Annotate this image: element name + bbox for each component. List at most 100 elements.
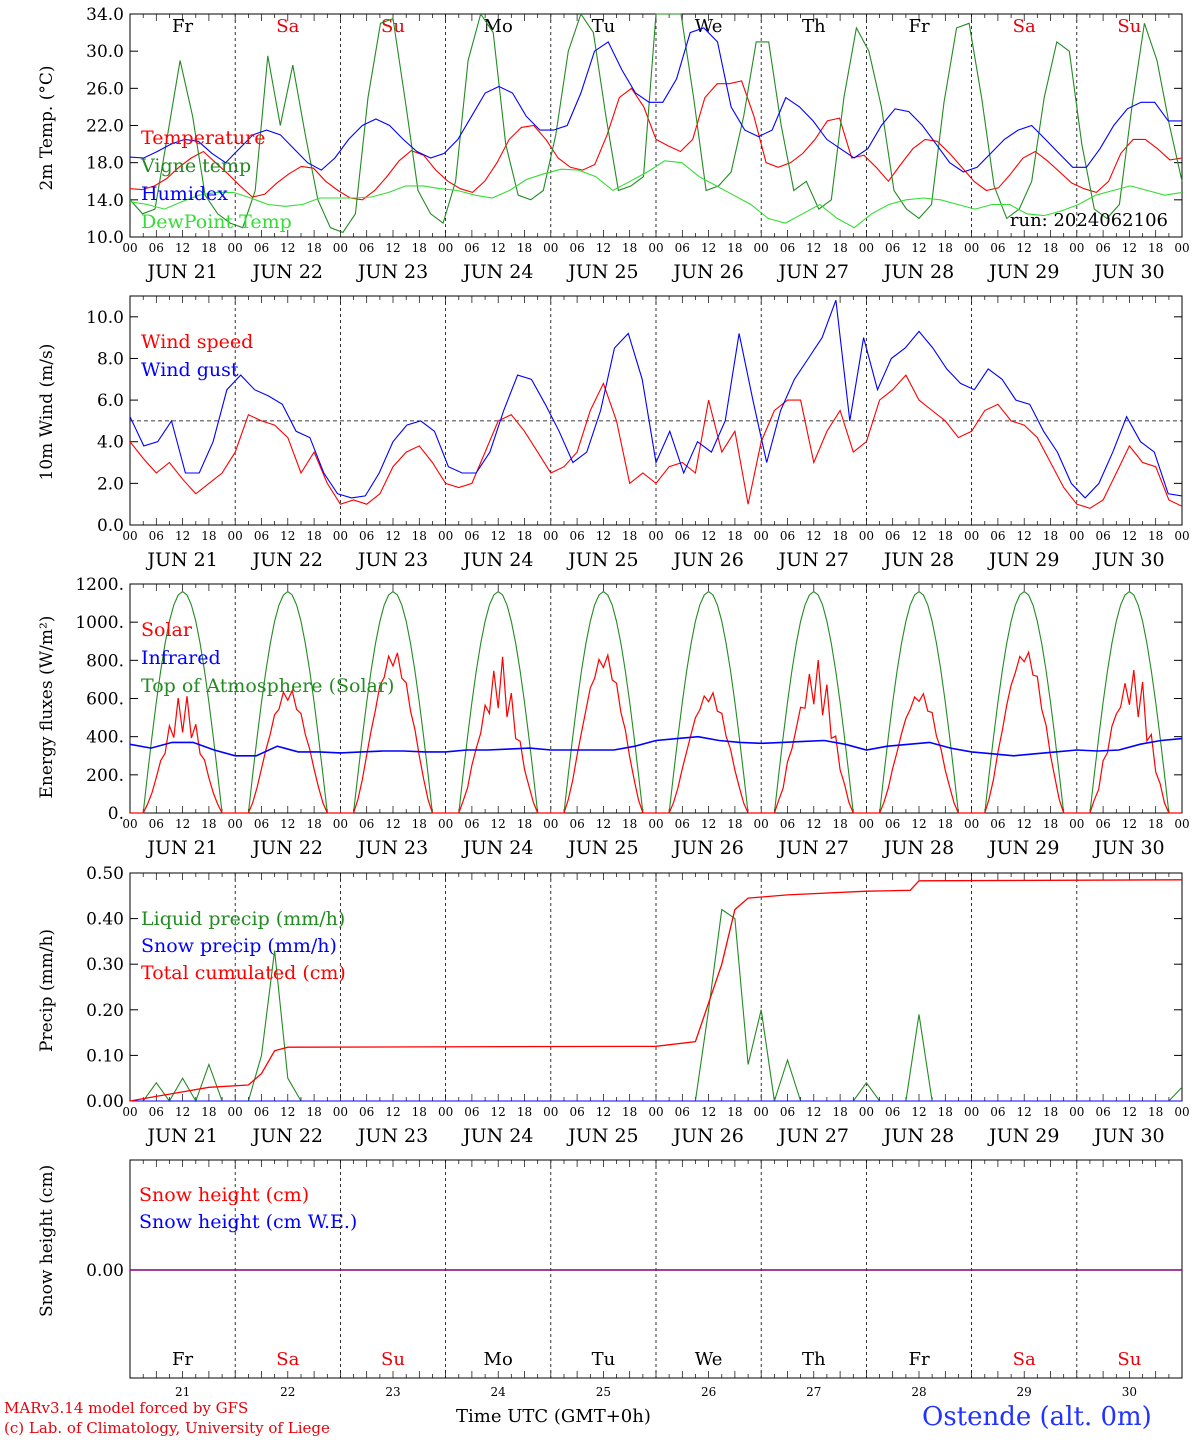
hour-tick-label: 12 xyxy=(385,241,400,255)
weekday-label: Tu xyxy=(592,1349,616,1370)
hour-tick-label: 00 xyxy=(648,817,663,831)
legend-snow-precip-mm-h: Snow precip (mm/h) xyxy=(141,935,337,957)
date-label: JUN 25 xyxy=(566,261,638,283)
hour-tick-label: 00 xyxy=(754,241,769,255)
day-number-label: 25 xyxy=(596,1385,611,1399)
hour-tick-label: 18 xyxy=(201,817,216,831)
hour-tick-label: 18 xyxy=(1148,241,1163,255)
hour-tick-label: 06 xyxy=(885,1105,900,1119)
y-tick-label: 2.0 xyxy=(97,474,124,494)
hour-tick-label: 00 xyxy=(122,529,137,543)
hour-tick-label: 06 xyxy=(1095,529,1110,543)
hour-tick-label: 00 xyxy=(1174,529,1189,543)
hour-tick-label: 12 xyxy=(175,529,190,543)
hour-tick-label: 12 xyxy=(280,1105,295,1119)
y-tick-label: 34.0 xyxy=(86,5,124,25)
y-axis-label: 2m Temp. (°C) xyxy=(37,65,57,190)
hour-tick-label: 00 xyxy=(543,241,558,255)
hour-tick-label: 18 xyxy=(201,1105,216,1119)
x-minor-ticks xyxy=(129,584,1183,813)
hour-tick-label: 06 xyxy=(1095,241,1110,255)
hour-tick-label: 18 xyxy=(1148,817,1163,831)
hour-tick-label: 12 xyxy=(911,817,926,831)
date-label: JUN 29 xyxy=(987,549,1059,571)
y-axis-label: 10m Wind (m/s) xyxy=(37,344,57,481)
hour-tick-label: 06 xyxy=(780,241,795,255)
hour-tick-label: 06 xyxy=(675,817,690,831)
hour-tick-label: 12 xyxy=(1017,1105,1032,1119)
legend-dewpoint-temp: DewPoint Temp xyxy=(141,211,292,233)
hour-tick-label: 18 xyxy=(622,817,637,831)
x-minor-ticks xyxy=(129,296,1183,525)
legend-total-cumulated-cm: Total cumulated (cm) xyxy=(141,962,346,984)
hour-tick-label: 06 xyxy=(149,817,164,831)
hour-tick-label: 12 xyxy=(385,529,400,543)
hour-tick-label: 18 xyxy=(1043,817,1058,831)
hour-tick-label: 18 xyxy=(1043,529,1058,543)
legend-wind-gust: Wind gust xyxy=(141,359,239,381)
hour-tick-label: 18 xyxy=(412,817,427,831)
date-label: JUN 23 xyxy=(356,549,428,571)
hour-tick-label: 12 xyxy=(911,1105,926,1119)
date-label: JUN 26 xyxy=(671,549,743,571)
hour-tick-label: 18 xyxy=(938,817,953,831)
x-minor-ticks xyxy=(129,1160,1183,1378)
hour-tick-label: 00 xyxy=(228,241,243,255)
weekday-label: Fr xyxy=(172,16,193,37)
hour-tick-label: 06 xyxy=(254,1105,269,1119)
hour-tick-label: 00 xyxy=(438,817,453,831)
date-label: JUN 25 xyxy=(566,837,638,859)
weekday-label: Th xyxy=(802,1349,826,1370)
hour-tick-label: 12 xyxy=(491,241,506,255)
hour-tick-label: 12 xyxy=(806,817,821,831)
date-label: JUN 21 xyxy=(145,261,217,283)
hour-tick-label: 06 xyxy=(780,529,795,543)
date-label: JUN 27 xyxy=(777,1125,849,1147)
x-minor-ticks xyxy=(129,14,1183,237)
hour-tick-label: 18 xyxy=(622,241,637,255)
hour-tick-label: 00 xyxy=(964,817,979,831)
date-label: JUN 30 xyxy=(1092,1125,1164,1147)
hour-tick-label: 12 xyxy=(701,529,716,543)
legend-snow-height-cm-w-e: Snow height (cm W.E.) xyxy=(139,1211,357,1233)
series-line-solar xyxy=(130,650,1182,814)
hour-tick-label: 18 xyxy=(306,529,321,543)
hour-tick-label: 12 xyxy=(1122,1105,1137,1119)
y-tick-label: 800. xyxy=(86,651,124,671)
series-line-total-cumulated xyxy=(129,879,1183,1102)
hour-tick-label: 18 xyxy=(832,529,847,543)
hour-tick-label: 18 xyxy=(727,241,742,255)
y-tick-label: 200. xyxy=(86,766,124,786)
hour-tick-label: 12 xyxy=(280,529,295,543)
hour-tick-label: 06 xyxy=(780,817,795,831)
hour-tick-label: 12 xyxy=(806,529,821,543)
hour-tick-label: 18 xyxy=(832,1105,847,1119)
date-label: JUN 29 xyxy=(987,1125,1059,1147)
hour-tick-label: 00 xyxy=(859,1105,874,1119)
y-tick-label: 18.0 xyxy=(86,154,124,174)
hour-tick-label: 18 xyxy=(832,817,847,831)
day-number-label: 26 xyxy=(701,1385,716,1399)
weekday-label: Tu xyxy=(592,16,616,37)
hour-tick-label: 06 xyxy=(569,529,584,543)
hour-tick-label: 18 xyxy=(306,1105,321,1119)
y-tick-label: 6.0 xyxy=(97,391,124,411)
day-number-label: 28 xyxy=(911,1385,926,1399)
hour-tick-label: 06 xyxy=(1095,1105,1110,1119)
hour-tick-label: 18 xyxy=(412,241,427,255)
day-number-label: 21 xyxy=(175,1385,190,1399)
date-label: JUN 30 xyxy=(1092,837,1164,859)
series-line-wind-gust xyxy=(129,300,1183,499)
y-axis-label: Snow height (cm) xyxy=(37,1165,57,1317)
x-axis-title: Time UTC (GMT+0h) xyxy=(456,1406,651,1427)
legend-solar: Solar xyxy=(141,619,193,641)
hour-tick-label: 18 xyxy=(1148,1105,1163,1119)
y-tick-label: 22.0 xyxy=(86,117,124,137)
hour-tick-label: 12 xyxy=(701,241,716,255)
date-label: JUN 24 xyxy=(461,549,533,571)
date-label: JUN 30 xyxy=(1092,549,1164,571)
hour-tick-label: 06 xyxy=(254,529,269,543)
legend-humidex: Humidex xyxy=(141,183,228,205)
date-label: JUN 25 xyxy=(566,549,638,571)
hour-tick-label: 12 xyxy=(1122,241,1137,255)
